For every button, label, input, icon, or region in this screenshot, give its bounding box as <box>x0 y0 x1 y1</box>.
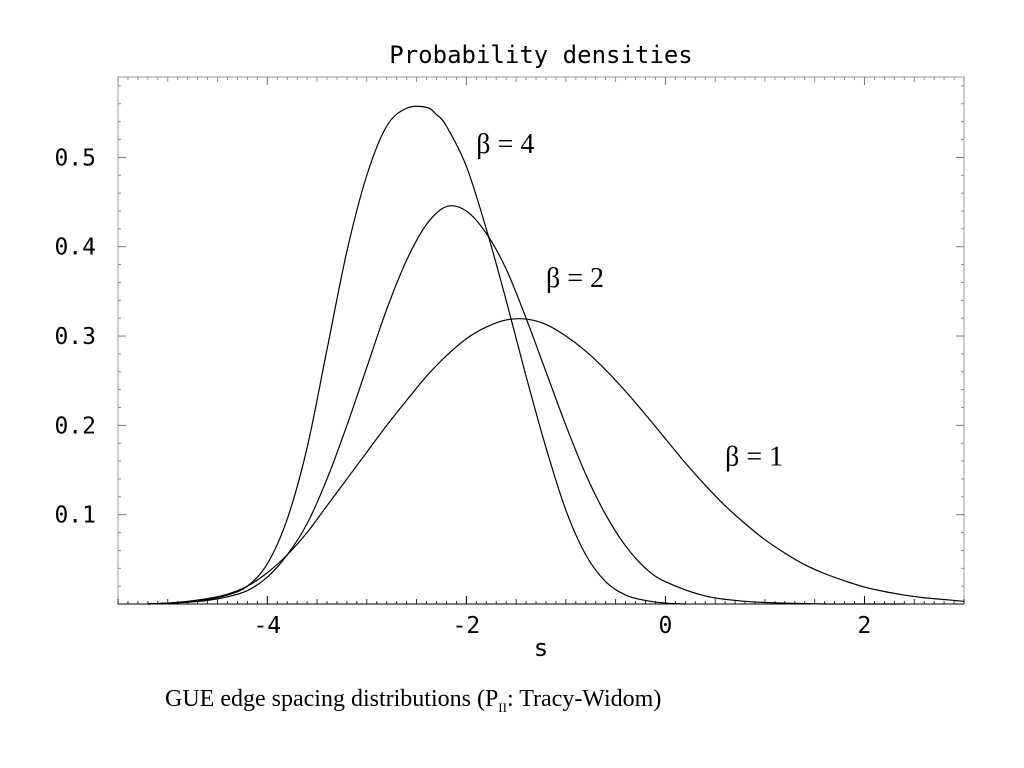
y-tick-label: 0.5 <box>54 145 96 171</box>
series-line-beta-2 <box>147 205 905 605</box>
curve-label: β = 1 <box>725 442 783 473</box>
curve-label: β = 4 <box>476 129 534 160</box>
plot-frame <box>117 76 965 605</box>
x-tick-label: -4 <box>253 613 281 639</box>
minor-ticks <box>117 77 965 604</box>
curve-label: β = 2 <box>546 263 604 294</box>
series-line-beta-1 <box>147 318 965 605</box>
caption-subscript: II <box>498 699 507 715</box>
x-axis-label: s <box>534 634 548 662</box>
series-line-beta-4 <box>147 105 686 605</box>
probability-density-chart: Probability densities -4 -2 0 2 0.1 0.2 0.3 0.4… <box>54 41 965 662</box>
y-tick-label: 0.2 <box>54 413 96 439</box>
caption-text: GUE edge spacing distributions (P <box>165 686 499 712</box>
chart-title: Probability densities <box>389 41 692 69</box>
caption-suffix: : Tracy-Widom) <box>506 686 662 712</box>
x-tick-label: -2 <box>453 613 481 639</box>
y-tick-label: 0.3 <box>54 324 96 350</box>
figure-caption: GUE edge spacing distributions (PII: Tra… <box>165 686 661 716</box>
curve-annotations: β = 4 β = 2 β = 1 <box>476 129 783 473</box>
y-tick-label: 0.4 <box>54 235 96 261</box>
axes: -4 -2 0 2 0.1 0.2 0.3 0.4 0.5 <box>54 77 964 639</box>
series-lines <box>147 105 965 605</box>
y-tick-label: 0.1 <box>54 503 96 529</box>
x-tick-label: 0 <box>658 613 672 639</box>
x-tick-label: 2 <box>858 613 872 639</box>
